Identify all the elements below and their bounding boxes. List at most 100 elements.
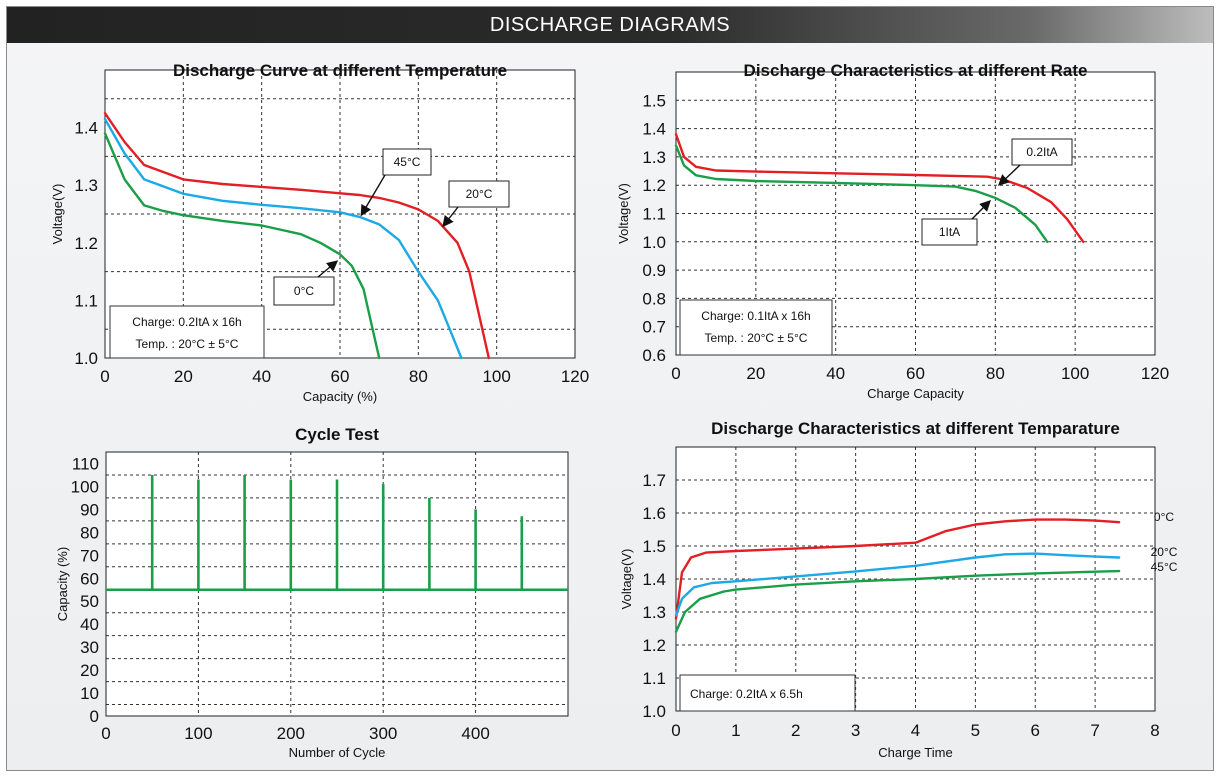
series-line-2 — [674, 569, 1121, 633]
y-tick-label: 1.3 — [642, 603, 666, 622]
x-tick-label: 20 — [174, 367, 193, 386]
callout-label: 1ItA — [939, 225, 960, 239]
y-tick-label: 110 — [72, 454, 99, 473]
callout-box — [273, 276, 335, 306]
x-tick-label: 40 — [826, 364, 845, 383]
y-tick-label: 1.5 — [642, 537, 666, 556]
banner: DISCHARGE DIAGRAMS — [7, 7, 1213, 43]
callout-box — [1011, 138, 1073, 166]
y-axis-label: Capacity (%) — [55, 547, 70, 621]
y-axis-label: Voltage(V) — [616, 183, 631, 244]
x-tick-label: 60 — [331, 367, 350, 386]
y-tick-label: 70 — [80, 546, 99, 565]
y-tick-label: 10 — [80, 684, 99, 703]
y-tick-label: 30 — [80, 638, 99, 657]
callout-label: 0.2ItA — [1026, 145, 1057, 159]
callout-arrow — [317, 260, 339, 278]
y-tick-label: 1.1 — [642, 669, 666, 688]
y-tick-label: 1.0 — [74, 349, 98, 368]
note-text: Temp. : 20°C ± 5°C — [705, 331, 808, 345]
plot-frame — [105, 451, 569, 717]
y-tick-label: 1.6 — [642, 504, 666, 523]
notes-box — [679, 674, 856, 712]
x-tick-label: 7 — [1090, 721, 1099, 740]
x-tick-label: 6 — [1031, 721, 1040, 740]
plot-frame — [104, 69, 576, 359]
x-tick-label: 100 — [482, 367, 510, 386]
series-line-0 — [674, 133, 1085, 243]
x-tick-label: 100 — [184, 724, 212, 743]
x-tick-label: 0 — [671, 364, 680, 383]
x-tick-label: 40 — [252, 367, 271, 386]
x-tick-label: 120 — [1141, 364, 1169, 383]
callout-arrow — [971, 200, 991, 220]
x-tick-label: 0 — [100, 367, 109, 386]
callout-box — [921, 218, 978, 246]
note-text: Charge: 0.1ItA x 16h — [701, 309, 810, 323]
y-tick-label: 1.7 — [642, 471, 666, 490]
chart-title: Cycle Test — [295, 425, 379, 444]
callout-arrow — [360, 174, 386, 217]
y-tick-label: 1.1 — [642, 205, 666, 224]
x-axis-label: Charge Time — [878, 745, 952, 760]
y-tick-label: 0.8 — [642, 289, 666, 308]
x-tick-label: 0 — [101, 724, 110, 743]
x-tick-label: 0 — [671, 721, 680, 740]
y-tick-label: 100 — [71, 477, 99, 496]
series-line-1 — [674, 552, 1121, 617]
chart-title: Discharge Characteristics at different R… — [744, 61, 1088, 80]
series-line-2 — [103, 132, 381, 360]
chart-title: Discharge Characteristics at different T… — [711, 419, 1120, 438]
banner-title: DISCHARGE DIAGRAMS — [489, 13, 731, 36]
chart-charge_temp: 0 1 2 3 4 5 6 7 8 1.0 1.1 1.2 1.3 1.4 1.5 1.6 1.7 Dischar… — [619, 419, 1160, 760]
notes-box — [109, 305, 265, 359]
y-tick-label: 1.4 — [642, 570, 666, 589]
y-tick-label: 1.2 — [74, 234, 98, 253]
callout-box — [382, 148, 432, 176]
x-tick-label: 200 — [277, 724, 305, 743]
note-text: Charge: 0.2ItA x 6.5h — [690, 687, 803, 701]
y-axis-label: Voltage(V) — [619, 549, 634, 610]
series-line-0 — [674, 518, 1121, 620]
callout-label: 45°C — [394, 155, 421, 169]
y-tick-label: 1.3 — [74, 176, 98, 195]
y-tick-label: 0.7 — [642, 318, 666, 337]
y-tick-label: 1.2 — [642, 636, 666, 655]
x-tick-label: 2 — [791, 721, 800, 740]
y-tick-label: 1.1 — [74, 291, 98, 310]
x-tick-label: 300 — [369, 724, 397, 743]
y-tick-label: 0.9 — [642, 261, 666, 280]
series-label: 0°C — [1154, 510, 1174, 524]
y-tick-label: 40 — [80, 615, 99, 634]
x-tick-label: 400 — [461, 724, 489, 743]
callout-box — [448, 180, 510, 208]
chart-rate_curve: 0 20 40 60 80 100 120 0.6 0.7 0.8 0.9 1.0 1.1 1.2 1.3 1… — [616, 61, 1169, 401]
x-tick-label: 3 — [851, 721, 860, 740]
y-tick-label: 1.2 — [642, 176, 666, 195]
callout-arrow — [442, 206, 459, 228]
chart-title: Discharge Curve at different Temperature — [173, 61, 507, 80]
x-tick-label: 5 — [971, 721, 980, 740]
callout-arrow — [997, 164, 1021, 186]
x-tick-label: 80 — [986, 364, 1005, 383]
series-line-1 — [674, 144, 1049, 243]
series-line-0 — [103, 112, 490, 360]
series-label: 45°C — [1151, 560, 1178, 574]
y-tick-label: 1.0 — [642, 702, 666, 721]
y-tick-label: 80 — [80, 523, 99, 542]
callout-label: 0°C — [294, 284, 314, 298]
y-tick-label: 1.4 — [642, 120, 666, 139]
y-tick-label: 1.4 — [74, 119, 98, 138]
plot-frame — [675, 71, 1156, 356]
x-tick-label: 8 — [1150, 721, 1159, 740]
x-tick-label: 4 — [911, 721, 920, 740]
x-tick-label: 1 — [731, 721, 740, 740]
x-tick-label: 60 — [906, 364, 925, 383]
series-label: 20°C — [1151, 545, 1178, 559]
note-text: Temp. : 20°C ± 5°C — [136, 337, 239, 351]
x-tick-label: 20 — [746, 364, 765, 383]
x-tick-label: 120 — [561, 367, 589, 386]
callout-label: 20°C — [466, 187, 493, 201]
x-tick-label: 80 — [409, 367, 428, 386]
